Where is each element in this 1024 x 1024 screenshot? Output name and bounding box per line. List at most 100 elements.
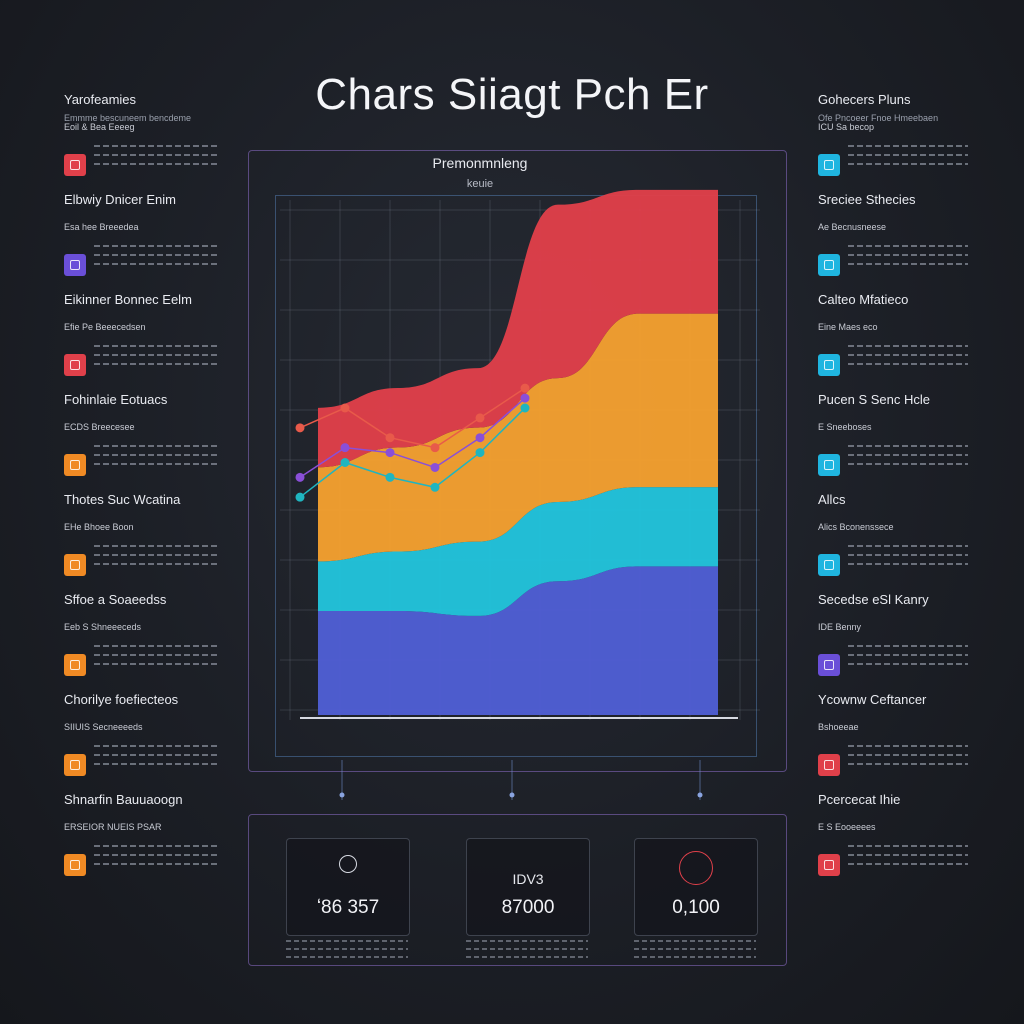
line-point (295, 423, 305, 433)
gauge-icon (679, 851, 713, 885)
left-item[interactable]: Thotes Suc Wcatina EHe Bhoee Boon (64, 492, 229, 582)
item-subtitle: Ofe Pncoeer Fnoe Hmeebaen (818, 113, 939, 123)
line-point (295, 492, 305, 502)
line-point (430, 482, 440, 492)
kpi-caption (634, 934, 756, 964)
right-item[interactable]: Ycownw Ceftancer Bshoeeae (818, 692, 983, 782)
item-subtitle: Emmme bescuneem bencdeme (64, 113, 192, 123)
line-point (430, 462, 440, 472)
item-icon[interactable] (64, 854, 86, 876)
item-heading: Secedse eSl Kanry (818, 592, 929, 607)
item-row: Alics Bconenssece (818, 522, 894, 532)
right-item[interactable]: Calteo Mfatieco Eine Maes eco (818, 292, 983, 382)
kpi-card-3[interactable]: 0,100 (634, 838, 758, 936)
item-icon[interactable] (818, 354, 840, 376)
kpi-value: 0,100 (672, 897, 720, 918)
item-heading: Pucen S Senc Hcle (818, 392, 931, 407)
right-item[interactable]: Sreciee Sthecies Ae Becnusneese (818, 192, 983, 282)
line-series-1 (299, 387, 526, 449)
chart-outer-frame (248, 150, 787, 772)
item-lines (94, 338, 219, 372)
item-heading: Sffoe a Soaeedss (64, 592, 167, 607)
item-row: Eoil & Bea Eeeeg (64, 122, 135, 132)
stacked-area-4 (318, 189, 718, 468)
item-lines (94, 638, 219, 672)
page-title: Chars Siiagt Pch Er (315, 70, 709, 119)
kpi-card-2[interactable]: IDV3 87000 (466, 838, 590, 936)
item-row: EHe Bhoee Boon (64, 522, 134, 532)
item-icon[interactable] (64, 154, 86, 176)
left-item[interactable]: Elbwiy Dnicer Enim Esa hee Breeedea (64, 192, 229, 282)
kpi-card-1[interactable]: ʻ86 357 (286, 838, 410, 936)
item-heading: Calteo Mfatieco (818, 292, 909, 307)
chart-title: Premonmnleng (432, 155, 528, 171)
item-row: ERSEIOR NUEIS PSAR (64, 822, 162, 832)
item-icon[interactable] (64, 354, 86, 376)
right-item[interactable]: Pucen S Senc Hcle E Sneeboses (818, 392, 983, 482)
item-icon[interactable] (818, 654, 840, 676)
right-item[interactable]: Pcercecat Ihie E S Eooeeees (818, 792, 983, 882)
left-item[interactable]: Chorilye foefiecteos SIIUIS Secneeeeds (64, 692, 229, 782)
item-icon[interactable] (818, 854, 840, 876)
left-item[interactable]: Sffoe a Soaeedss Eeb S Shneeeceds (64, 592, 229, 682)
item-lines (94, 438, 219, 472)
item-lines (848, 138, 968, 172)
item-heading: Thotes Suc Wcatina (64, 492, 181, 507)
item-heading: Pcercecat Ihie (818, 792, 901, 807)
line-point (520, 403, 530, 413)
line-point (385, 472, 395, 482)
item-heading: Shnarfin Bauuaoogn (64, 792, 183, 807)
item-icon[interactable] (64, 254, 86, 276)
kpi-frame (248, 814, 787, 966)
chart-subtitle: keuie (466, 178, 494, 190)
item-heading: Yarofeamies (64, 92, 137, 107)
item-icon[interactable] (64, 554, 86, 576)
line-point (295, 472, 305, 482)
right-item[interactable]: Allcs Alics Bconenssece (818, 492, 983, 582)
stacked-area-3 (318, 313, 718, 562)
line-point (475, 413, 485, 423)
clock-icon (339, 855, 357, 873)
item-lines (848, 338, 968, 372)
item-row: Efie Pe Beeecedsen (64, 322, 146, 332)
stacked-area-1 (318, 566, 718, 715)
item-icon[interactable] (64, 654, 86, 676)
line-point (520, 393, 530, 403)
kpi-value: ʻ86 357 (316, 897, 380, 918)
item-icon[interactable] (818, 454, 840, 476)
kpi-caption (286, 934, 408, 964)
line-point (385, 448, 395, 458)
item-icon[interactable] (64, 754, 86, 776)
item-row: Bshoeeae (818, 722, 859, 732)
line-point (430, 443, 440, 453)
item-icon[interactable] (818, 254, 840, 276)
left-item[interactable]: Shnarfin Bauuaoogn ERSEIOR NUEIS PSAR (64, 792, 229, 882)
item-icon[interactable] (818, 554, 840, 576)
item-icon[interactable] (818, 754, 840, 776)
item-lines (848, 638, 968, 672)
line-point (340, 403, 350, 413)
item-row: Esa hee Breeedea (64, 222, 139, 232)
left-item[interactable]: Yarofeamies Emmme bescuneem bencdeme Eoil … (64, 92, 229, 182)
kpi-label: IDV3 (512, 871, 544, 887)
item-lines (848, 238, 968, 272)
item-lines (94, 138, 219, 172)
connector-dot (339, 792, 345, 798)
kpi-caption (466, 934, 588, 964)
item-icon[interactable] (818, 154, 840, 176)
right-item[interactable]: Secedse eSl Kanry IDE Benny (818, 592, 983, 682)
item-row: IDE Benny (818, 622, 862, 632)
item-heading: Ycownw Ceftancer (818, 692, 927, 707)
left-item[interactable]: Fohinlaie Eotuacs ECDS Breecesee (64, 392, 229, 482)
line-point (340, 458, 350, 467)
line-series-3 (299, 407, 526, 498)
line-point (340, 443, 350, 453)
item-icon[interactable] (64, 454, 86, 476)
item-heading: Fohinlaie Eotuacs (64, 392, 168, 407)
right-item[interactable]: Gohecers Pluns Ofe Pncoeer Fnoe Hmeebaen I… (818, 92, 983, 182)
left-item[interactable]: Eikinner Bonnec Eelm Efie Pe Beeecedsen (64, 292, 229, 382)
item-row: SIIUIS Secneeeeds (64, 722, 143, 732)
item-lines (848, 438, 968, 472)
item-lines (94, 538, 219, 572)
item-lines (94, 238, 219, 272)
